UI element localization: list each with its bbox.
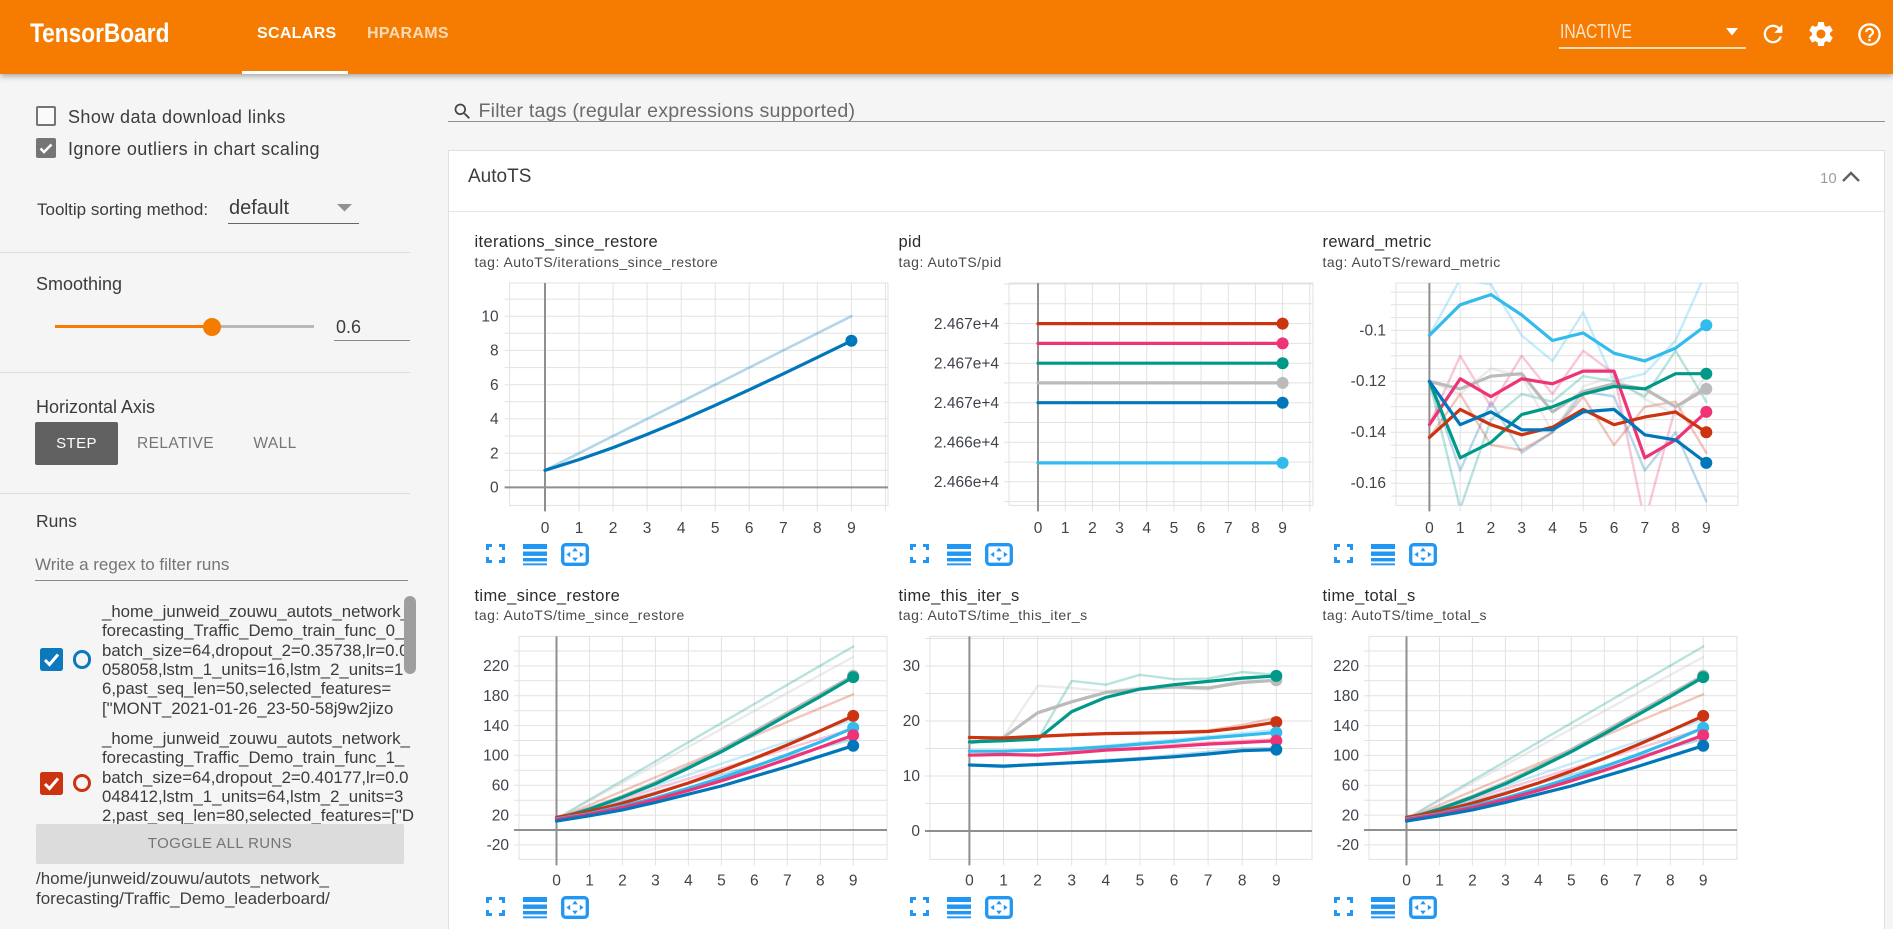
svg-text:140: 140 [483, 718, 509, 735]
svg-text:5: 5 [1136, 873, 1145, 890]
svg-text:2.467e+4: 2.467e+4 [934, 316, 999, 333]
svg-text:8: 8 [1251, 520, 1260, 537]
svg-text:6: 6 [1197, 520, 1206, 537]
svg-text:2: 2 [1487, 520, 1496, 537]
svg-text:5: 5 [1170, 520, 1179, 537]
svg-text:1: 1 [575, 520, 584, 537]
svg-text:9: 9 [1278, 520, 1287, 537]
svg-text:4: 4 [1548, 520, 1557, 537]
svg-text:-0.1: -0.1 [1359, 323, 1386, 340]
svg-text:8: 8 [1666, 873, 1675, 890]
svg-text:2: 2 [490, 445, 499, 462]
svg-text:5: 5 [717, 873, 726, 890]
svg-text:9: 9 [1702, 520, 1711, 537]
svg-text:1: 1 [585, 873, 594, 890]
svg-text:3: 3 [1067, 873, 1076, 890]
svg-text:6: 6 [750, 873, 759, 890]
svg-text:3: 3 [643, 520, 652, 537]
svg-text:2.466e+4: 2.466e+4 [934, 474, 999, 491]
svg-text:2: 2 [1033, 873, 1042, 890]
svg-text:3: 3 [1115, 520, 1124, 537]
svg-text:220: 220 [1333, 658, 1359, 675]
svg-text:1: 1 [1435, 873, 1444, 890]
svg-text:3: 3 [1517, 520, 1526, 537]
svg-text:20: 20 [492, 807, 510, 824]
svg-text:3: 3 [1501, 873, 1510, 890]
svg-text:2: 2 [609, 520, 618, 537]
svg-text:5: 5 [711, 520, 720, 537]
svg-text:6: 6 [1600, 873, 1609, 890]
svg-text:9: 9 [847, 520, 856, 537]
svg-text:8: 8 [1671, 520, 1680, 537]
svg-text:0: 0 [490, 480, 499, 497]
svg-text:140: 140 [1333, 718, 1359, 735]
svg-text:7: 7 [1224, 520, 1233, 537]
svg-text:30: 30 [903, 658, 921, 675]
svg-text:6: 6 [745, 520, 754, 537]
svg-text:10: 10 [903, 768, 921, 785]
svg-text:8: 8 [813, 520, 822, 537]
svg-text:2.467e+4: 2.467e+4 [934, 355, 999, 372]
svg-text:0: 0 [552, 873, 561, 890]
svg-text:-20: -20 [487, 837, 510, 854]
svg-text:100: 100 [1333, 748, 1359, 765]
svg-text:20: 20 [1342, 807, 1360, 824]
svg-text:0: 0 [541, 520, 550, 537]
svg-text:8: 8 [1238, 873, 1247, 890]
svg-text:4: 4 [684, 873, 693, 890]
svg-text:1: 1 [1061, 520, 1070, 537]
svg-text:1: 1 [999, 873, 1008, 890]
svg-text:4: 4 [1142, 520, 1151, 537]
svg-text:2.466e+4: 2.466e+4 [934, 435, 999, 452]
svg-text:0: 0 [911, 823, 920, 840]
svg-text:9: 9 [849, 873, 858, 890]
svg-text:3: 3 [651, 873, 660, 890]
svg-text:-0.14: -0.14 [1351, 424, 1387, 441]
svg-text:220: 220 [483, 658, 509, 675]
svg-text:8: 8 [816, 873, 825, 890]
svg-text:0: 0 [1425, 520, 1434, 537]
svg-text:2: 2 [618, 873, 627, 890]
svg-text:6: 6 [1610, 520, 1619, 537]
svg-text:5: 5 [1567, 873, 1576, 890]
svg-text:10: 10 [481, 308, 499, 325]
svg-text:9: 9 [1699, 873, 1708, 890]
svg-text:9: 9 [1272, 873, 1281, 890]
svg-text:20: 20 [903, 713, 921, 730]
svg-text:60: 60 [492, 778, 510, 795]
svg-text:60: 60 [1342, 778, 1360, 795]
svg-text:7: 7 [1633, 873, 1642, 890]
svg-text:6: 6 [1170, 873, 1179, 890]
svg-text:0: 0 [1402, 873, 1411, 890]
svg-text:4: 4 [677, 520, 686, 537]
svg-text:4: 4 [1101, 873, 1110, 890]
svg-text:7: 7 [1640, 520, 1649, 537]
svg-text:7: 7 [783, 873, 792, 890]
svg-text:5: 5 [1579, 520, 1588, 537]
svg-text:7: 7 [779, 520, 788, 537]
svg-text:1: 1 [1456, 520, 1465, 537]
svg-text:0: 0 [1034, 520, 1043, 537]
svg-text:2: 2 [1468, 873, 1477, 890]
svg-text:8: 8 [490, 343, 499, 360]
svg-text:2: 2 [1088, 520, 1097, 537]
svg-text:7: 7 [1204, 873, 1213, 890]
svg-text:0: 0 [965, 873, 974, 890]
svg-text:-20: -20 [1337, 837, 1360, 854]
svg-text:2.467e+4: 2.467e+4 [934, 395, 999, 412]
svg-text:4: 4 [1534, 873, 1543, 890]
svg-text:-0.12: -0.12 [1351, 373, 1386, 390]
svg-text:6: 6 [490, 377, 499, 394]
svg-text:180: 180 [1333, 688, 1359, 705]
svg-text:-0.16: -0.16 [1351, 475, 1386, 492]
svg-text:180: 180 [483, 688, 509, 705]
svg-text:100: 100 [483, 748, 509, 765]
svg-text:4: 4 [490, 411, 499, 428]
